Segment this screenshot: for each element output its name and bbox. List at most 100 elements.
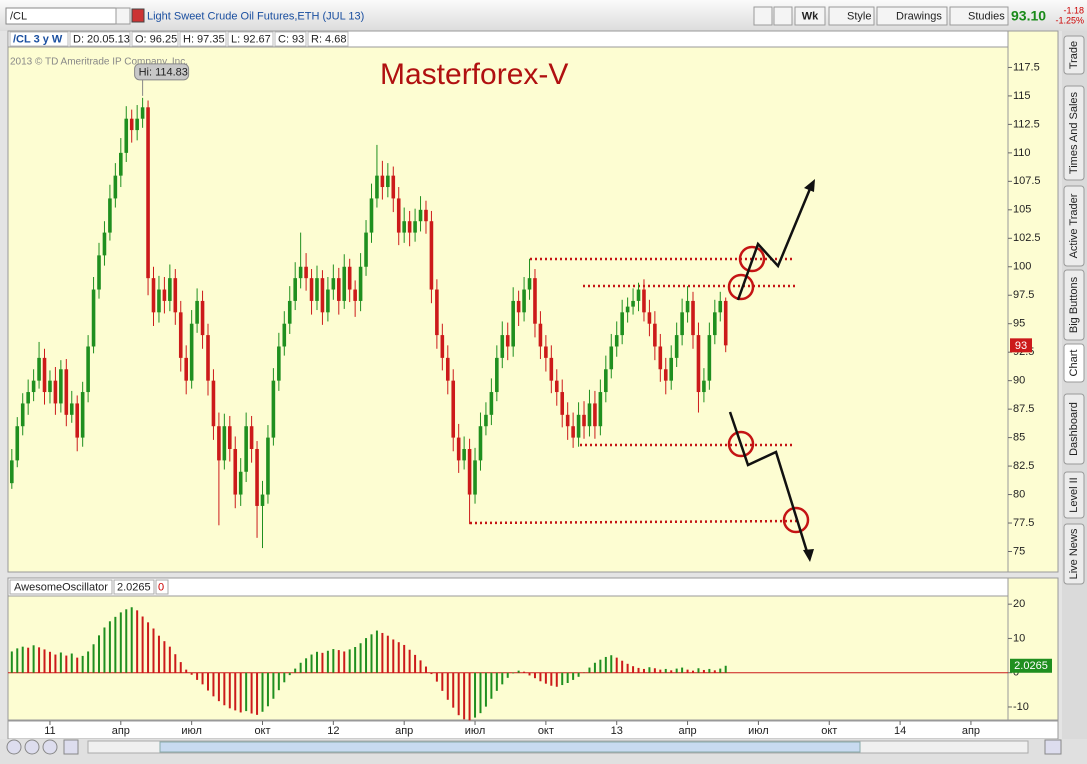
- tool-button[interactable]: [773, 6, 793, 26]
- hand-button[interactable]: [63, 739, 79, 755]
- annotation: Masterforex-V: [380, 58, 568, 91]
- candle-body: [364, 232, 368, 267]
- drawings-button[interactable]: [876, 6, 948, 26]
- candle-body: [691, 300, 695, 336]
- candle-body: [277, 346, 281, 381]
- y-tick-label: 107.5: [1013, 175, 1041, 187]
- symbol-dropdown[interactable]: [115, 7, 131, 25]
- x-tick-label: 14: [894, 725, 906, 737]
- readout: 0: [158, 581, 164, 593]
- sidebar-tab[interactable]: [1063, 471, 1085, 519]
- style-button[interactable]: [828, 6, 875, 26]
- header-text: H: 97.35: [183, 33, 225, 45]
- candle-body: [609, 346, 614, 370]
- studies-button[interactable]: [949, 6, 1009, 26]
- zoom-in-button[interactable]: [24, 739, 40, 755]
- candle-body: [238, 471, 243, 495]
- candle-body: [391, 175, 396, 199]
- sidebar-tab[interactable]: [1063, 269, 1085, 341]
- drawings: [469, 179, 815, 562]
- circle: [727, 430, 755, 458]
- candle-body: [522, 289, 526, 313]
- oscillator-tag: [1010, 658, 1052, 673]
- candle-body: [211, 380, 216, 427]
- description[interactable]: Light Sweet Crude Oil Futures,ETH (JUL 1…: [147, 10, 364, 22]
- x-tick-label: апр: [678, 725, 696, 737]
- scroll-thumb[interactable]: [159, 741, 861, 753]
- studies-label: Studies: [968, 10, 1005, 22]
- header-cell: [307, 31, 349, 47]
- arrowhead: [803, 549, 814, 562]
- candle-body: [15, 426, 20, 461]
- sidebar-tab[interactable]: [1063, 523, 1085, 585]
- oscillator-axis: [1007, 577, 1059, 721]
- y-tick-label: 10: [1013, 632, 1025, 644]
- tool-button[interactable]: [753, 6, 773, 26]
- y-tick-label: 100: [1013, 261, 1031, 273]
- candle-body: [620, 312, 624, 336]
- candle-body: [113, 175, 118, 199]
- candle-body: [560, 392, 565, 415]
- sidebar-tab[interactable]: [1063, 393, 1085, 465]
- y-tick-label: 105: [1013, 204, 1031, 216]
- pan-button[interactable]: [6, 739, 22, 755]
- header-cell: [131, 31, 179, 47]
- header-cell: [227, 31, 274, 47]
- candle-body: [718, 300, 723, 313]
- candle-body: [266, 437, 270, 495]
- candle-body: [315, 278, 319, 301]
- candle-body: [451, 380, 456, 438]
- candle-body: [462, 448, 466, 461]
- circle: [727, 273, 755, 301]
- candle-body: [140, 107, 145, 119]
- candle-body: [685, 300, 690, 313]
- sidebar-tab[interactable]: [1063, 343, 1085, 383]
- candle-body: [37, 357, 41, 381]
- candle-body: [80, 392, 85, 438]
- candle-body: [157, 289, 161, 313]
- candle-body: [304, 266, 308, 279]
- period-button[interactable]: [794, 6, 826, 26]
- x-tick-label: апр: [962, 725, 980, 737]
- zoom-out-button[interactable]: [42, 739, 58, 755]
- expand-button[interactable]: [1044, 739, 1062, 755]
- study-name-box[interactable]: [9, 579, 113, 595]
- arrow-down: [728, 411, 810, 556]
- candle-body: [69, 403, 74, 415]
- study-name: AwesomeOscillator: [14, 581, 108, 593]
- candle-body: [309, 278, 314, 301]
- sidebar-tab[interactable]: [1063, 35, 1085, 75]
- sidebar-tab[interactable]: [1063, 185, 1085, 267]
- link-icon[interactable]: [131, 8, 145, 23]
- candle-body: [516, 300, 521, 313]
- sidebar-tab-label: Active Trader: [1068, 193, 1080, 258]
- candle-body: [342, 266, 347, 301]
- candle-body: [631, 300, 635, 307]
- candle-body: [484, 414, 488, 427]
- candle-body: [625, 306, 630, 313]
- candle-body: [565, 414, 570, 427]
- candle-body: [489, 392, 494, 415]
- readout-box: [155, 579, 169, 595]
- candle-body: [424, 209, 428, 222]
- candle-body: [173, 278, 178, 313]
- high-label: Hi: 114.83: [139, 66, 188, 78]
- candle-body: [554, 380, 559, 393]
- candle-body: [598, 392, 603, 427]
- candle-body: [511, 300, 515, 347]
- candle-body: [669, 357, 674, 381]
- x-tick-label: окт: [821, 725, 837, 737]
- x-tick-label: 12: [327, 725, 339, 737]
- candle-body: [647, 312, 652, 324]
- sidebar-tab[interactable]: [1063, 85, 1085, 181]
- x-tick-label: июл: [748, 725, 769, 737]
- last-price-tag: [1010, 338, 1032, 353]
- candle-body: [653, 323, 657, 347]
- candle-body: [473, 460, 477, 495]
- candle-body: [495, 357, 499, 393]
- candle-body: [233, 448, 238, 495]
- candle-body: [396, 198, 401, 233]
- candle-body: [86, 346, 90, 393]
- candle-body: [456, 437, 461, 461]
